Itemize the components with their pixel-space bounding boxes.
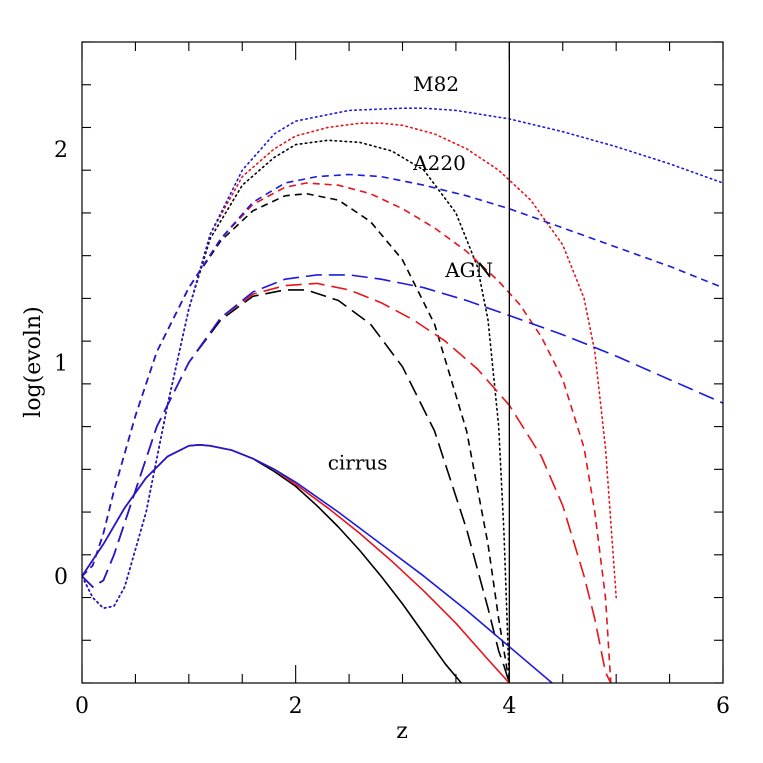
- annotation-m82: M82: [413, 72, 459, 96]
- series-line-m82-red: [82, 122, 618, 610]
- tick-layer: [81, 41, 724, 684]
- series-line-m82-blue: [82, 107, 723, 610]
- x-tick-label: 0: [75, 694, 89, 719]
- x-axis-title: z: [396, 719, 408, 744]
- series-line-m82-black: [82, 139, 511, 683]
- x-tick-label: 6: [716, 694, 730, 719]
- annotation-agn: AGN: [444, 258, 493, 282]
- y-tick-label: 0: [54, 565, 68, 590]
- annotation-cirrus: cirrus: [328, 450, 388, 474]
- plot-frame: [81, 41, 724, 684]
- x-tick-label: 4: [502, 694, 516, 719]
- series-line-a220-black: [82, 192, 511, 683]
- y-axis-title: log(evoln): [21, 306, 46, 417]
- series-line-cirrus-black: [82, 443, 462, 683]
- series-line-cirrus-red: [82, 443, 510, 683]
- y-tick-label: 2: [54, 138, 68, 163]
- series-layer: [82, 107, 723, 683]
- x-tick-label: 2: [289, 694, 303, 719]
- series-line-a220-blue: [82, 173, 723, 577]
- series-line-agn-blue: [82, 274, 723, 588]
- series-line-agn-red: [82, 282, 612, 683]
- y-tick-label: 1: [54, 352, 68, 377]
- tick-label-layer: 0 2 4 6 0 1 2: [54, 138, 730, 719]
- series-line-agn-black: [82, 289, 511, 683]
- series-line-cirrus-blue: [82, 443, 553, 683]
- annotation-layer: M82 A220 AGN cirrus: [328, 72, 493, 474]
- annotation-a220: A220: [412, 151, 466, 175]
